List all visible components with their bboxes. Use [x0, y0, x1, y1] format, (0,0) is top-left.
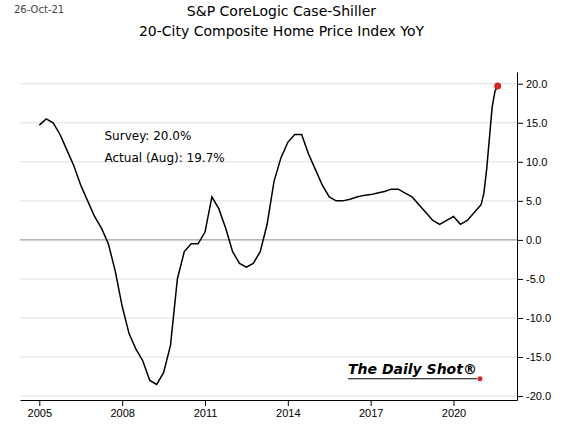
- grid-line: [20, 161, 517, 162]
- y-tick: -15.0: [517, 351, 551, 363]
- y-tick: 15.0: [517, 117, 547, 129]
- x-tick-mark: [205, 400, 206, 406]
- x-tick-label: 2011: [194, 407, 218, 419]
- y-tick-label: -5.0: [526, 273, 545, 285]
- line: [39, 86, 497, 384]
- chart: 200520082011201420172020-20.0-15.0-10.0-…: [0, 0, 563, 430]
- subtitle: 20-City Composite Home Price Index YoY: [139, 23, 425, 39]
- y-tick-label: 5.0: [526, 195, 541, 207]
- x-tick: 2005: [28, 400, 52, 419]
- y-tick: 5.0: [517, 195, 541, 207]
- watermark: The Daily Shot®: [348, 361, 477, 377]
- plot-area: 200520082011201420172020-20.0-15.0-10.0-…: [20, 73, 551, 419]
- y-tick-label: 10.0: [526, 156, 547, 168]
- grid-line: [20, 396, 517, 397]
- y-tick-mark: [517, 123, 523, 124]
- grid-line: [20, 122, 517, 123]
- watermark-dot: [477, 376, 482, 381]
- y-tick: 0.0: [517, 234, 541, 246]
- date-label: 26-Oct-21: [14, 4, 64, 15]
- x-tick-mark: [39, 400, 40, 406]
- x-tick-mark: [288, 400, 289, 406]
- grid-line: [20, 357, 517, 358]
- series: [39, 83, 501, 385]
- x-tick: 2014: [276, 400, 300, 419]
- x-tick: 2008: [110, 400, 134, 419]
- y-tick-mark: [517, 240, 523, 241]
- y-tick-mark: [517, 201, 523, 202]
- y-tick-label: -10.0: [526, 312, 551, 324]
- x-tick-label: 2005: [28, 407, 52, 419]
- watermark-underline: [348, 378, 477, 379]
- grid-line: [20, 318, 517, 319]
- grid-line: [20, 278, 517, 279]
- x-axis: 2005 2008 2011 2014 2017 2020: [21, 400, 518, 419]
- y-tick-mark: [517, 84, 523, 85]
- x-tick-label: 2014: [276, 407, 300, 419]
- annotation: Actual (Aug): 19.7%: [104, 151, 224, 165]
- x-tick-label: 2020: [442, 407, 466, 419]
- y-tick-mark: [517, 162, 523, 163]
- grid-line: [20, 83, 517, 84]
- y-tick-label: 15.0: [526, 117, 547, 129]
- y-tick: 10.0: [517, 156, 547, 168]
- y-tick-mark: [517, 357, 523, 358]
- y-tick-label: -15.0: [526, 351, 551, 363]
- x-tick: 2020: [442, 400, 466, 419]
- last-point: [494, 83, 501, 90]
- x-tick-label: 2008: [110, 407, 134, 419]
- y-tick: 20.0: [517, 78, 547, 90]
- x-tick-mark: [371, 400, 372, 406]
- grid-line: [20, 200, 517, 201]
- x-tick-mark: [122, 400, 123, 406]
- y-axis: -20.0 -15.0 -10.0 -5.0 0.0 5.0 10.0 15.0 20.0: [517, 73, 551, 403]
- x-axis-line: [21, 400, 518, 401]
- y-tick-mark: [517, 279, 523, 280]
- y-tick-mark: [517, 318, 523, 319]
- y-tick: -20.0: [517, 390, 551, 402]
- x-tick: 2017: [359, 400, 383, 419]
- y-tick: -10.0: [517, 312, 551, 324]
- annotation: Survey: 20.0%: [104, 129, 191, 143]
- title: S&P CoreLogic Case-Shiller: [187, 3, 376, 19]
- y-tick-label: 20.0: [526, 78, 547, 90]
- y-axis-line: [517, 73, 518, 401]
- y-tick-mark: [517, 396, 523, 397]
- x-tick-label: 2017: [359, 407, 383, 419]
- y-tick: -5.0: [517, 273, 545, 285]
- y-tick-label: 0.0: [526, 234, 541, 246]
- x-tick: 2011: [194, 400, 218, 419]
- grid: [20, 84, 517, 396]
- x-tick-mark: [453, 400, 454, 406]
- y-tick-label: -20.0: [526, 390, 551, 402]
- zero-line: [20, 239, 517, 240]
